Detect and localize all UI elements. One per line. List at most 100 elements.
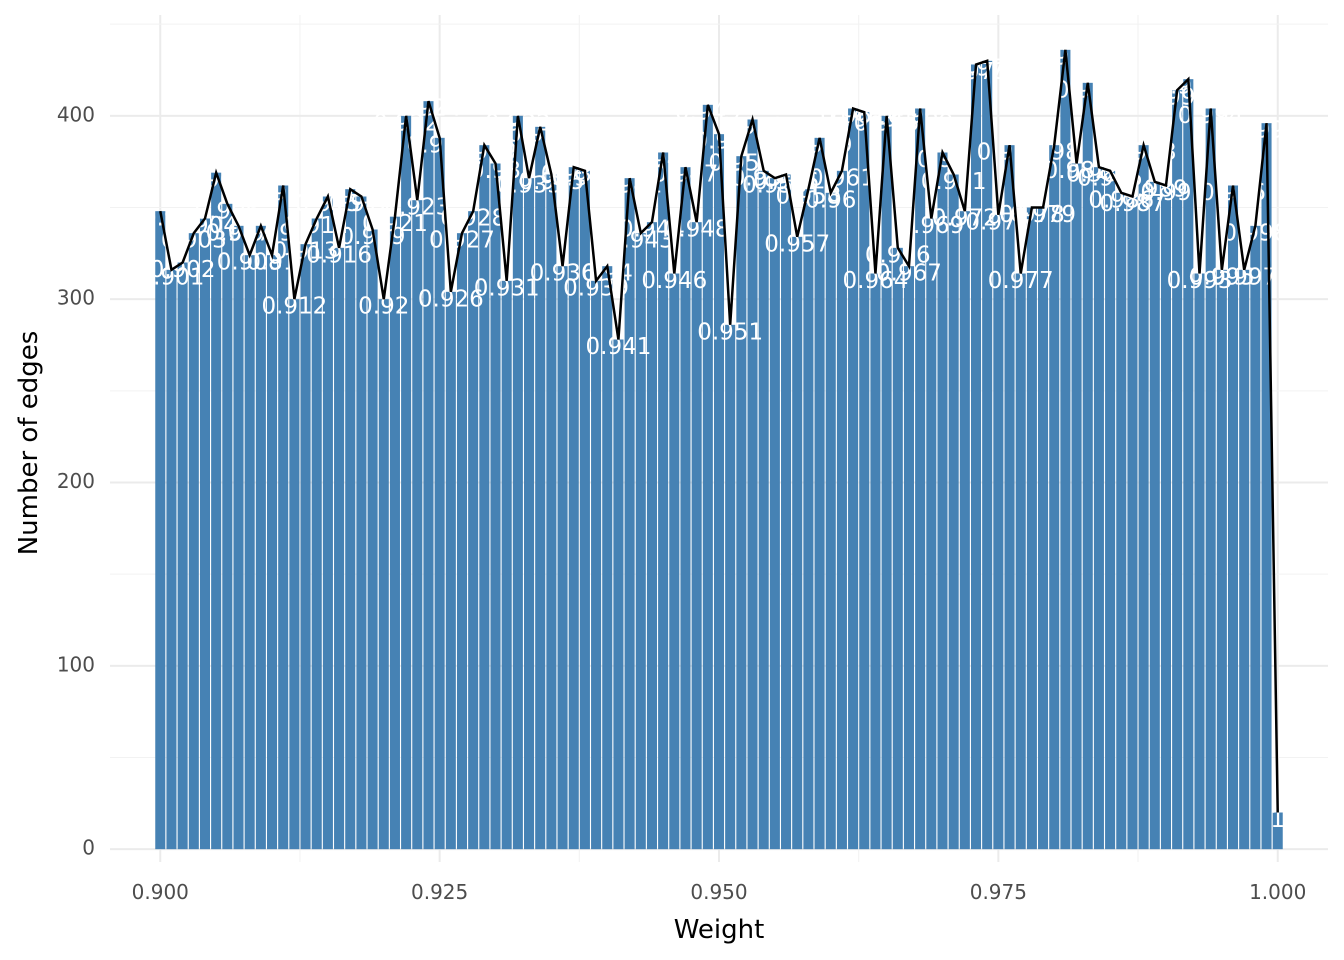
bar	[1183, 79, 1194, 850]
bar	[937, 152, 948, 850]
bar	[378, 299, 389, 850]
bar	[836, 170, 847, 850]
x-tick-label: 0.900	[132, 880, 189, 904]
bar	[188, 233, 199, 850]
bar-value-label: 0.9	[142, 206, 179, 232]
bar	[401, 115, 412, 850]
y-tick-label: 300	[57, 286, 95, 310]
bar	[501, 280, 512, 850]
bar	[602, 266, 613, 850]
bar	[568, 167, 579, 850]
bar	[781, 174, 792, 850]
x-tick-label: 0.925	[411, 880, 468, 904]
bar	[1093, 167, 1104, 850]
bar	[166, 269, 177, 850]
bar-value-label: 1	[1270, 807, 1285, 833]
bar	[1227, 185, 1239, 850]
bar	[1082, 82, 1093, 850]
bar	[713, 134, 725, 850]
bar	[311, 218, 322, 850]
bar	[881, 115, 892, 850]
bar	[468, 211, 479, 850]
bar	[490, 163, 501, 850]
bar	[244, 255, 255, 850]
bar	[278, 185, 289, 850]
bar	[870, 273, 881, 850]
bar	[1172, 90, 1183, 850]
y-tick-label: 200	[57, 469, 95, 493]
bar	[1216, 269, 1227, 850]
bar	[1261, 123, 1272, 850]
bar	[211, 172, 222, 850]
bar	[915, 108, 926, 850]
bar	[736, 156, 747, 850]
bar	[1038, 207, 1049, 850]
bar	[1105, 170, 1116, 850]
bar	[524, 178, 535, 850]
bar	[769, 178, 780, 850]
bar	[892, 247, 903, 850]
bar	[289, 299, 300, 850]
bar	[680, 167, 691, 850]
bar-value-label: 0.959	[787, 132, 853, 158]
x-axis-title: Weight	[674, 915, 765, 945]
bar	[926, 218, 937, 850]
bar	[691, 222, 702, 850]
x-tick-label: 0.975	[970, 880, 1027, 904]
bar	[177, 262, 188, 850]
bar	[747, 119, 758, 850]
x-axis-ticks: 0.900 0.925 0.950 0.975 1.000	[132, 880, 1307, 904]
y-axis-title: Number of edges	[14, 331, 44, 556]
bar	[1194, 273, 1205, 850]
bar	[1015, 273, 1026, 850]
bar	[579, 170, 590, 850]
bar	[1149, 181, 1160, 850]
bar	[199, 218, 211, 850]
bar	[389, 216, 400, 850]
bar	[970, 64, 982, 850]
bar	[345, 189, 356, 850]
x-tick-label: 0.950	[690, 880, 747, 904]
bar	[155, 211, 166, 850]
bar	[412, 200, 423, 850]
bar	[1026, 207, 1037, 850]
trend-line	[159, 49, 1279, 813]
y-tick-label: 100	[57, 652, 95, 676]
bar	[434, 137, 445, 850]
bar	[859, 112, 870, 850]
bar	[479, 145, 490, 850]
bar	[1060, 49, 1071, 850]
bar	[624, 178, 635, 850]
bar	[1071, 163, 1082, 850]
y-tick-label: 0	[82, 836, 95, 860]
bar	[445, 291, 456, 850]
y-axis-ticks: 0 100 200 300 400	[57, 102, 95, 859]
bar	[1239, 269, 1250, 850]
bar	[848, 108, 859, 850]
bar	[512, 115, 523, 850]
bar	[613, 339, 624, 850]
bar	[814, 137, 825, 850]
bar	[702, 104, 713, 850]
y-tick-label: 400	[57, 102, 95, 126]
bar	[1049, 145, 1060, 850]
bar	[903, 266, 914, 850]
bar	[1160, 185, 1172, 850]
bar	[725, 324, 736, 850]
bar	[322, 196, 333, 850]
bar	[635, 233, 646, 850]
bar	[535, 126, 546, 850]
bar	[646, 222, 657, 850]
bar	[1004, 145, 1015, 850]
bar	[255, 225, 266, 850]
bar	[669, 273, 680, 850]
bar	[959, 211, 970, 850]
bar	[803, 189, 814, 850]
bar	[300, 244, 311, 850]
bar	[557, 266, 568, 850]
bar	[1272, 812, 1283, 850]
bar	[1205, 108, 1216, 850]
bar	[993, 214, 1004, 850]
bar	[1250, 225, 1261, 850]
bar	[792, 236, 803, 850]
